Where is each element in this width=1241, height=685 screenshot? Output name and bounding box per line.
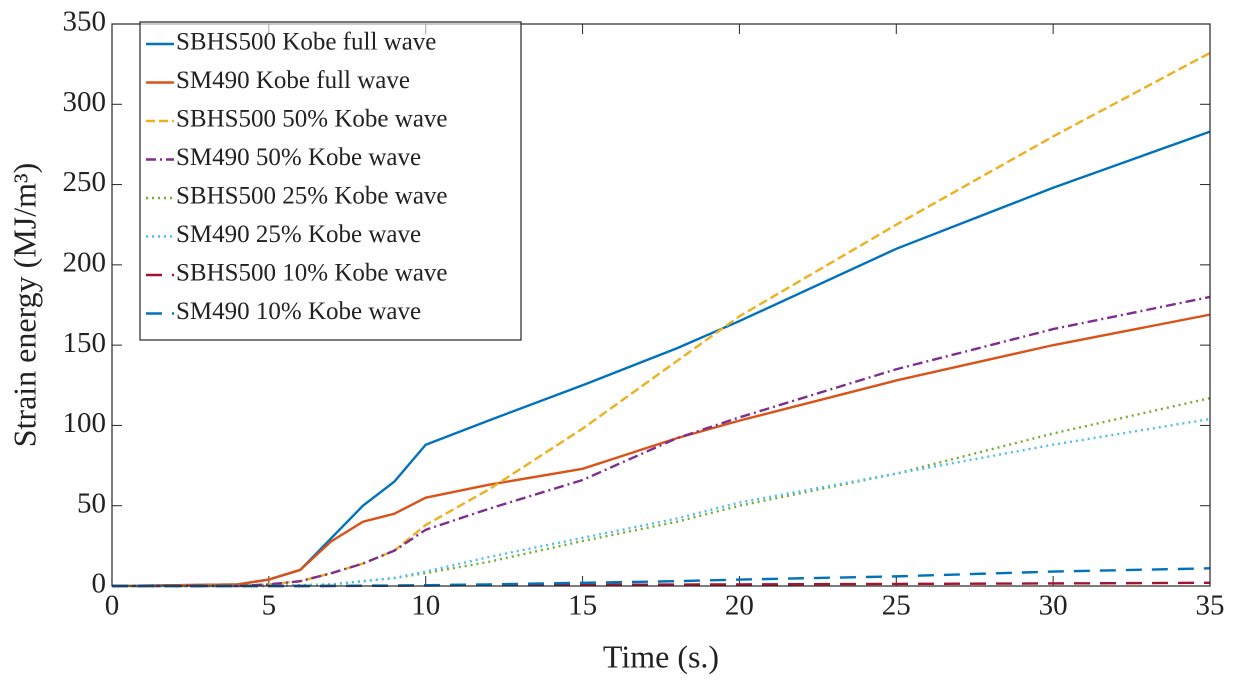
legend-label: SM490 Kobe full wave — [176, 67, 410, 94]
y-tick-label: 50 — [77, 487, 106, 519]
y-tick-label: 200 — [63, 247, 107, 279]
x-tick-label: 0 — [105, 590, 120, 622]
y-tick-label: 150 — [63, 327, 107, 359]
x-tick-label: 15 — [568, 590, 597, 622]
y-tick-label: 350 — [63, 6, 107, 38]
legend-label: SBHS500 25% Kobe wave — [176, 183, 448, 210]
x-tick-label: 10 — [411, 590, 440, 622]
y-tick-label: 0 — [92, 568, 107, 600]
legend-label: SM490 25% Kobe wave — [176, 221, 421, 248]
y-tick-label: 250 — [63, 166, 107, 198]
legend-label: SBHS500 Kobe full wave — [176, 29, 436, 56]
y-tick-label: 300 — [63, 86, 107, 118]
legend-label: SM490 10% Kobe wave — [176, 298, 421, 325]
x-tick-label: 35 — [1196, 590, 1225, 622]
x-tick-label: 25 — [882, 590, 911, 622]
legend-label: SBHS500 50% Kobe wave — [176, 106, 448, 133]
series-line — [111, 313, 1211, 588]
x-axis-label: Time (s.) — [603, 638, 719, 674]
y-tick-label: 100 — [63, 407, 107, 439]
series-line — [112, 396, 1211, 588]
legend: SBHS500 Kobe full wave SM490 Kobe full wa… — [139, 21, 522, 341]
x-tick-label: 30 — [1039, 590, 1068, 622]
series-line — [112, 51, 1211, 588]
legend-label: SBHS500 10% Kobe wave — [176, 260, 448, 287]
legend-box — [139, 21, 522, 341]
y-axis-label: Strain energy (MJ/m³) — [6, 163, 42, 448]
x-tick-label: 20 — [725, 590, 754, 622]
plot-frame — [111, 23, 1211, 587]
legend-label: SM490 50% Kobe wave — [176, 144, 421, 171]
x-tick-label: 5 — [262, 590, 277, 622]
series-line — [112, 295, 1211, 588]
